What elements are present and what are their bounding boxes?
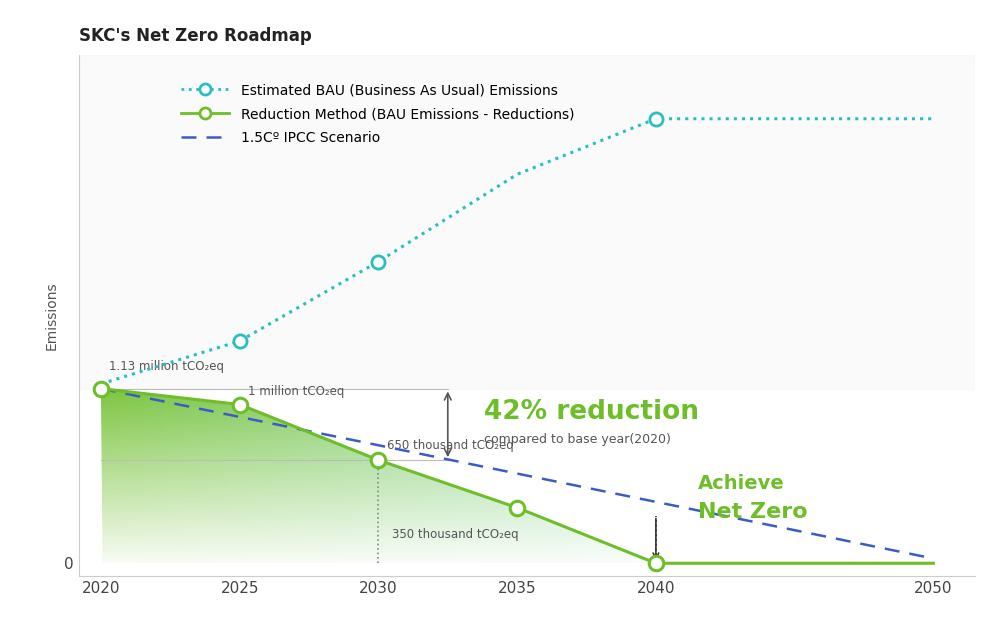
Point [509,503,525,513]
Point [370,455,386,465]
Bar [79,56,975,389]
Text: SKC's Net Zero Roadmap: SKC's Net Zero Roadmap [79,27,312,45]
Point [232,400,248,410]
Text: Achieve: Achieve [698,474,784,494]
Reduction Method (BAU Emissions - Reductions) [650,560,662,567]
Estimated BAU (Business As Usual) Emissions [928,115,940,122]
Estimated BAU (Business As Usual) Emissions [511,170,523,178]
Text: 350 thousand tCO₂eq: 350 thousand tCO₂eq [392,528,519,541]
Point [648,114,664,123]
Reduction Method (BAU Emissions - Reductions) [372,457,384,464]
Reduction Method (BAU Emissions - Reductions) [234,401,246,408]
Estimated BAU (Business As Usual) Emissions [95,380,107,387]
Text: Net Zero: Net Zero [698,502,807,523]
Text: 42% reduction: 42% reduction [484,399,699,426]
Reduction Method (BAU Emissions - Reductions) [511,504,523,511]
Line: Estimated BAU (Business As Usual) Emissions: Estimated BAU (Business As Usual) Emissi… [101,118,934,384]
Estimated BAU (Business As Usual) Emissions [372,258,384,265]
Point [370,257,386,267]
Text: 650 thousand tCO₂eq: 650 thousand tCO₂eq [387,439,514,452]
Text: 1 million tCO₂eq: 1 million tCO₂eq [248,385,345,398]
Point [232,336,248,346]
Legend: Estimated BAU (Business As Usual) Emissions, Reduction Method (BAU Emissions - R: Estimated BAU (Business As Usual) Emissi… [175,78,580,151]
Y-axis label: Emissions: Emissions [45,281,58,350]
Estimated BAU (Business As Usual) Emissions [234,337,246,345]
Line: Reduction Method (BAU Emissions - Reductions): Reduction Method (BAU Emissions - Reduct… [101,389,934,563]
Point [93,384,109,394]
Text: compared to base year(2020): compared to base year(2020) [484,433,671,446]
Reduction Method (BAU Emissions - Reductions) [95,385,107,392]
Estimated BAU (Business As Usual) Emissions [650,115,662,122]
Reduction Method (BAU Emissions - Reductions) [928,560,940,567]
Text: 1.13 million tCO₂eq: 1.13 million tCO₂eq [109,360,225,373]
Point [648,558,664,568]
